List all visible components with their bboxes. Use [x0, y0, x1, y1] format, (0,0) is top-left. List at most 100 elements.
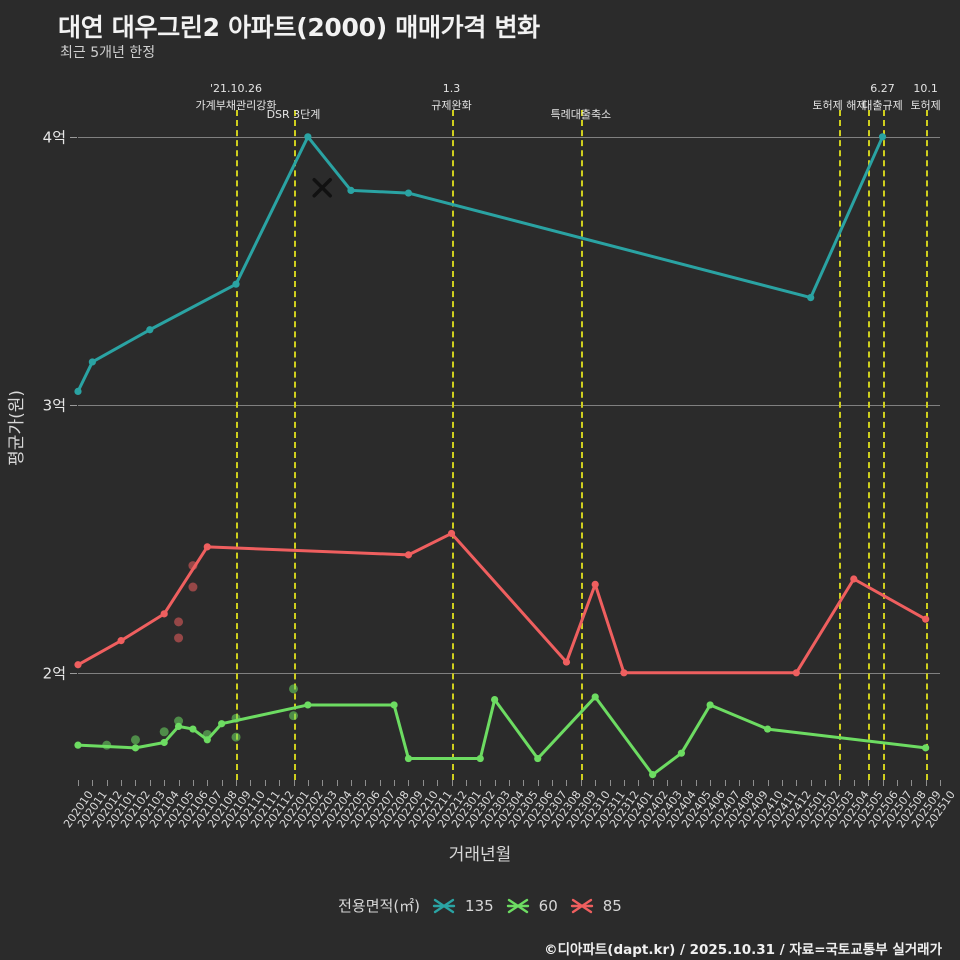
x-tick-mark	[911, 780, 913, 786]
data-point[interactable]	[620, 669, 628, 677]
data-point[interactable]	[404, 551, 413, 559]
event-date-label: 10.1	[913, 82, 938, 95]
series-line	[76, 135, 885, 393]
x-tick-mark	[825, 780, 827, 786]
y-tick-label: 3억	[42, 396, 66, 415]
x-tick-mark	[221, 780, 223, 786]
x-tick-mark	[178, 780, 180, 786]
data-point[interactable]	[174, 722, 183, 731]
x-tick-mark	[437, 780, 439, 786]
x-tick-mark	[106, 780, 108, 786]
series-60	[74, 684, 930, 779]
data-point[interactable]	[850, 575, 858, 583]
data-point[interactable]	[922, 615, 930, 623]
data-point[interactable]	[706, 701, 714, 709]
data-point[interactable]	[534, 754, 542, 763]
x-tick-mark	[537, 780, 539, 786]
x-tick-mark	[695, 780, 697, 786]
legend-item-60[interactable]: 60	[505, 897, 558, 915]
event-text-label: 가계부채관리강화	[195, 99, 277, 112]
data-point[interactable]	[189, 725, 197, 733]
data-point[interactable]	[146, 326, 154, 334]
y-tick-mark	[70, 672, 77, 674]
x-tick-mark	[494, 780, 496, 786]
x-tick-mark	[408, 780, 410, 786]
x-tick-mark	[767, 780, 769, 786]
x-tick-mark	[753, 780, 755, 786]
event-line	[580, 110, 583, 780]
data-point[interactable]	[218, 720, 226, 728]
x-tick-mark	[350, 780, 352, 786]
data-point[interactable]	[404, 189, 413, 197]
x-tick-mark	[293, 780, 295, 786]
legend-label: 85	[602, 896, 622, 915]
legend-item-135[interactable]: 135	[431, 897, 494, 915]
x-tick-mark	[135, 780, 137, 786]
data-point[interactable]	[203, 543, 211, 551]
y-tick-label: 2억	[42, 664, 66, 683]
data-point[interactable]	[591, 580, 599, 588]
legend-item-85[interactable]: 85	[569, 897, 622, 915]
data-point[interactable]	[74, 661, 82, 669]
x-tick-mark	[78, 780, 79, 786]
gridline	[78, 136, 940, 138]
x-tick-mark	[192, 780, 194, 786]
x-axis-label: 거래년월	[448, 845, 512, 865]
event-line	[236, 110, 239, 780]
data-point[interactable]	[922, 744, 930, 752]
event-text-label: 대출규제	[862, 99, 903, 112]
y-tick-mark	[70, 404, 77, 406]
x-tick-mark	[623, 780, 625, 786]
scatter-point	[289, 684, 298, 694]
x-tick-mark	[322, 780, 324, 786]
data-point[interactable]	[562, 658, 571, 666]
data-point[interactable]	[764, 725, 772, 733]
y-axis-label: 평균가(원)	[7, 390, 27, 466]
data-point[interactable]	[591, 693, 599, 701]
x-tick-mark	[667, 780, 669, 786]
x-tick-mark	[264, 780, 266, 786]
x-tick-mark	[336, 780, 338, 786]
event-line	[839, 110, 842, 780]
data-point[interactable]	[203, 736, 211, 744]
x-tick-mark	[523, 780, 525, 786]
y-tick-label: 4억	[42, 128, 66, 147]
data-point[interactable]	[304, 701, 312, 709]
data-point[interactable]	[131, 744, 140, 752]
data-point[interactable]	[649, 771, 657, 779]
x-tick-mark	[566, 780, 568, 786]
x-tick-mark	[509, 780, 510, 786]
data-point[interactable]	[404, 754, 413, 763]
data-point[interactable]	[677, 749, 686, 757]
event-date-label: '21.10.26	[210, 82, 263, 95]
data-point[interactable]	[74, 387, 82, 395]
selected-point-marker[interactable]	[312, 177, 332, 198]
data-point[interactable]	[447, 529, 456, 538]
data-point[interactable]	[117, 637, 125, 645]
data-point[interactable]	[807, 294, 815, 302]
x-tick-mark	[552, 780, 554, 786]
scatter-point	[289, 711, 298, 721]
data-point[interactable]	[390, 701, 398, 709]
x-tick-mark	[595, 780, 597, 786]
data-point[interactable]	[304, 133, 312, 141]
data-point[interactable]	[476, 754, 484, 763]
data-point[interactable]	[74, 741, 82, 749]
data-point[interactable]	[347, 186, 355, 194]
x-tick-mark	[796, 780, 798, 786]
x-tick-mark	[307, 780, 309, 786]
legend-label: 135	[465, 896, 494, 915]
x-tick-mark	[724, 780, 726, 786]
x-tick-mark	[279, 780, 281, 786]
data-point[interactable]	[878, 133, 887, 141]
data-point[interactable]	[792, 669, 800, 677]
data-point[interactable]	[160, 610, 168, 618]
data-point[interactable]	[88, 358, 96, 366]
data-point[interactable]	[232, 280, 240, 288]
data-point[interactable]	[160, 738, 168, 747]
data-point[interactable]	[491, 696, 499, 704]
x-tick-mark	[710, 780, 712, 786]
legend-marker-icon	[506, 898, 529, 913]
event-text-label: 토허제	[910, 99, 941, 112]
